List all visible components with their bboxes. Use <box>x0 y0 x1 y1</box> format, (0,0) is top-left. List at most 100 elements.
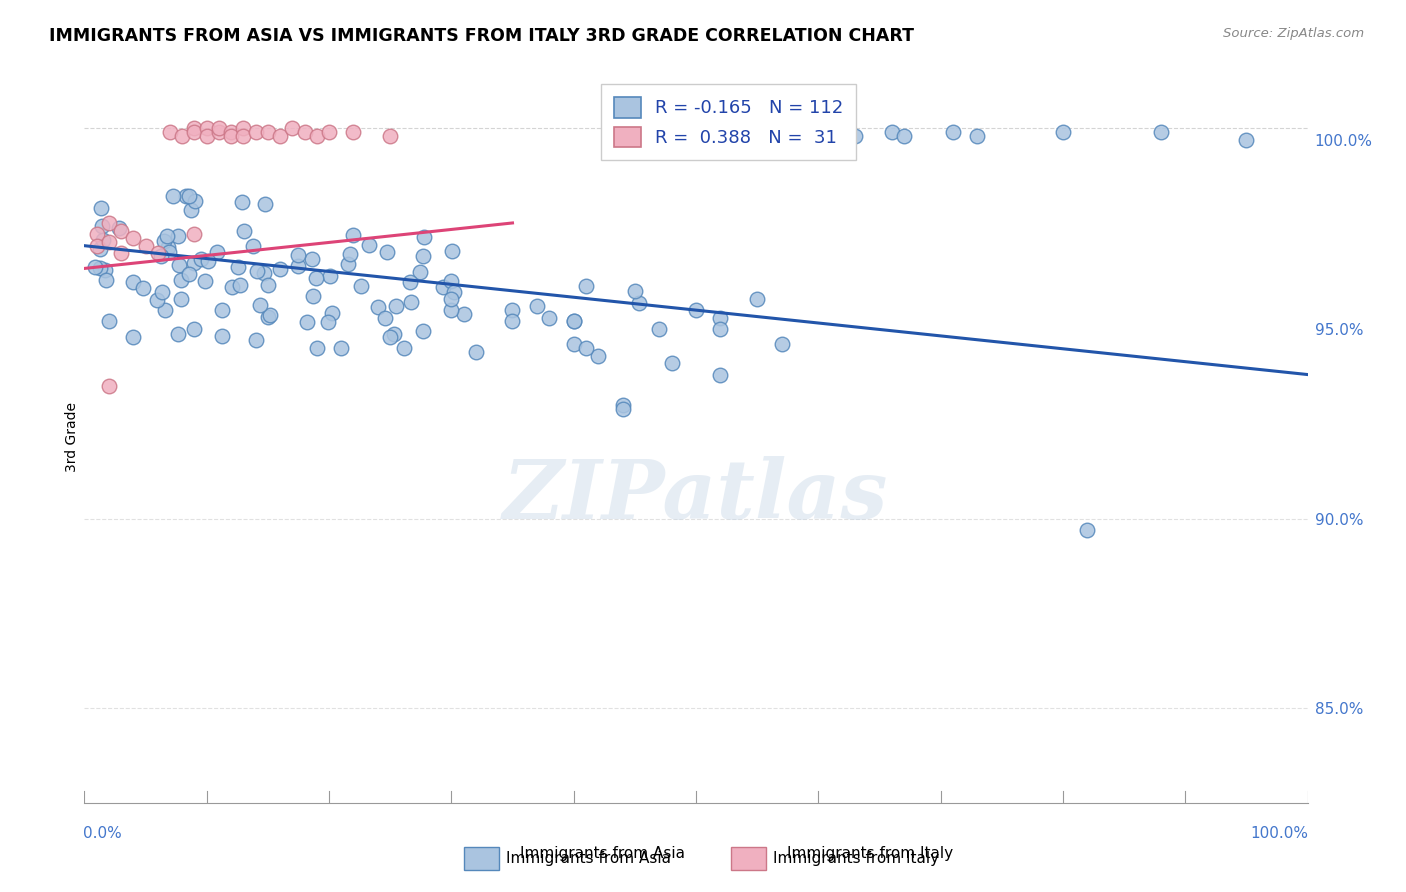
Point <box>562 337 585 351</box>
Point <box>97 235 120 249</box>
Point <box>162 189 184 203</box>
Point <box>302 289 325 303</box>
Point <box>91 219 114 233</box>
Point <box>157 245 180 260</box>
Point <box>211 302 233 317</box>
Point <box>409 265 432 279</box>
Point <box>256 310 278 324</box>
Point <box>152 234 174 248</box>
Point <box>208 125 231 139</box>
Point <box>1052 125 1074 139</box>
Point <box>89 261 111 276</box>
Point <box>219 128 242 143</box>
Point <box>392 341 415 355</box>
Point <box>443 285 465 299</box>
Point <box>183 227 205 242</box>
Legend: R = -0.165   N = 112, R =  0.388   N =  31: R = -0.165 N = 112, R = 0.388 N = 31 <box>600 84 856 160</box>
Point <box>197 253 219 268</box>
Point <box>269 262 291 277</box>
Point <box>538 310 561 325</box>
Point <box>195 121 218 136</box>
Point <box>205 245 228 260</box>
Point <box>880 125 903 139</box>
Point <box>294 125 316 139</box>
Point <box>96 273 118 287</box>
Point <box>183 121 205 136</box>
Point <box>337 257 360 271</box>
Point <box>149 249 172 263</box>
Point <box>342 227 364 242</box>
Point <box>318 125 340 139</box>
Point <box>412 324 434 338</box>
Point <box>281 121 304 136</box>
Point <box>432 280 454 294</box>
Point <box>287 248 309 262</box>
Point <box>380 128 402 143</box>
Point <box>110 246 132 260</box>
Point <box>256 277 278 292</box>
Point <box>305 270 328 285</box>
Point <box>648 322 671 336</box>
Point <box>685 303 707 318</box>
Point <box>183 322 205 336</box>
Point <box>97 379 120 393</box>
Point <box>349 279 371 293</box>
Point <box>269 128 291 143</box>
Point <box>253 197 276 211</box>
Point <box>146 293 169 307</box>
Point <box>562 314 585 328</box>
Point <box>194 274 217 288</box>
Text: 100.0%: 100.0% <box>1251 825 1309 840</box>
Point <box>90 201 112 215</box>
Point <box>502 314 524 328</box>
Point <box>942 125 965 139</box>
Point <box>330 341 353 355</box>
Point <box>321 306 343 320</box>
Text: Source: ZipAtlas.com: Source: ZipAtlas.com <box>1223 27 1364 40</box>
Point <box>211 329 233 343</box>
Point <box>233 224 256 238</box>
Point <box>174 189 197 203</box>
Point <box>246 264 269 278</box>
Point <box>180 202 202 217</box>
Point <box>709 310 731 325</box>
Point <box>89 242 111 256</box>
Point <box>157 240 180 254</box>
Point <box>770 337 793 351</box>
Point <box>108 221 131 235</box>
Point <box>709 322 731 336</box>
Point <box>412 249 434 263</box>
Point <box>226 260 249 274</box>
Point <box>966 128 988 143</box>
Point <box>245 334 267 348</box>
Point <box>167 228 190 243</box>
Point <box>624 284 647 298</box>
Point <box>97 314 120 328</box>
Point <box>86 227 108 242</box>
Point <box>382 326 405 341</box>
Point <box>342 125 364 139</box>
Point <box>747 292 769 306</box>
Text: IMMIGRANTS FROM ASIA VS IMMIGRANTS FROM ITALY 3RD GRADE CORRELATION CHART: IMMIGRANTS FROM ASIA VS IMMIGRANTS FROM … <box>49 27 914 45</box>
Point <box>183 125 205 139</box>
Point <box>135 238 157 252</box>
Point <box>208 121 231 136</box>
Point <box>156 229 179 244</box>
Point <box>399 275 422 289</box>
Point <box>170 272 193 286</box>
Point <box>316 315 339 329</box>
Point <box>844 128 866 143</box>
Point <box>169 292 191 306</box>
Point <box>453 307 475 321</box>
Point <box>413 229 436 244</box>
Point <box>441 244 464 259</box>
Point <box>440 303 463 318</box>
Point <box>305 341 328 355</box>
Point <box>190 252 212 266</box>
Point <box>150 285 173 300</box>
Text: 0.0%: 0.0% <box>83 825 122 840</box>
Point <box>232 128 254 143</box>
Point <box>575 341 598 355</box>
Point <box>84 260 107 274</box>
Point <box>287 259 309 273</box>
